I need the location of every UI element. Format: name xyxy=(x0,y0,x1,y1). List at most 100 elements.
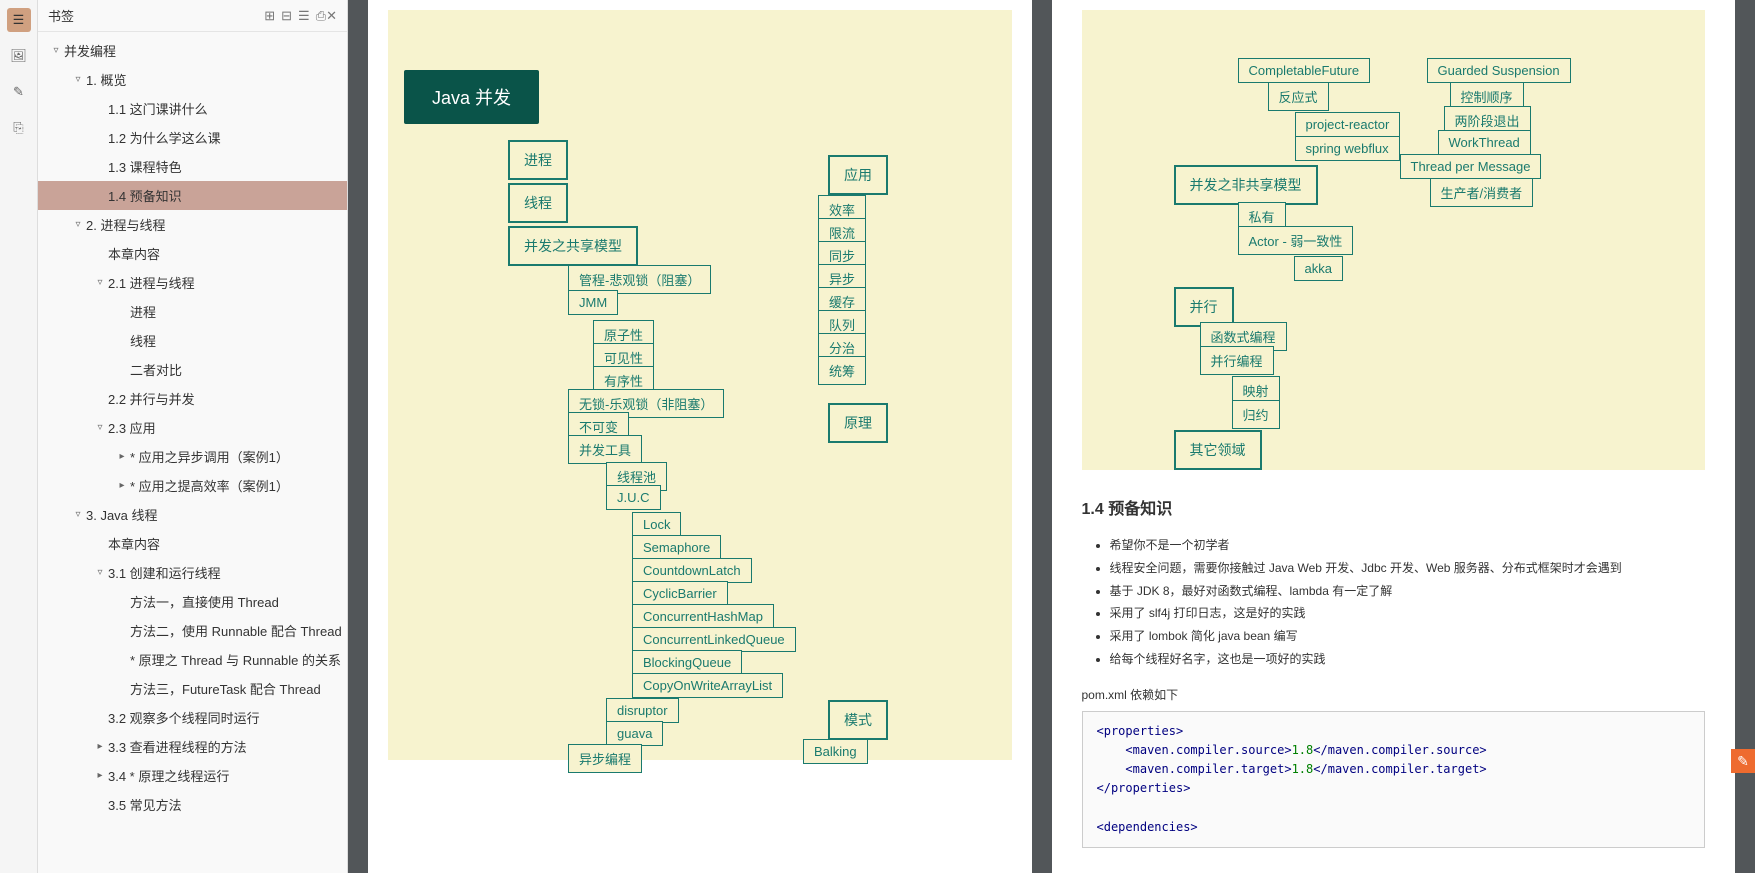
mindmap-node: spring webflux xyxy=(1295,136,1400,161)
mindmap-node: 线程 xyxy=(508,183,568,223)
expand-arrow-icon[interactable]: ▸ xyxy=(116,451,128,462)
header-btn-3-icon[interactable]: ☰ xyxy=(298,8,310,24)
outline-item[interactable]: 2.2 并行与并发 xyxy=(38,384,347,413)
outline-label: 方法二，使用 Runnable 配合 Thread xyxy=(130,621,342,640)
list-item: 给每个线程好名字，这也是一项好的实践 xyxy=(1110,648,1706,671)
outline-item[interactable]: 方法三，FutureTask 配合 Thread xyxy=(38,674,347,703)
mindmap-root: Java 并发 xyxy=(404,70,539,124)
mindmap-node: 应用 xyxy=(828,155,888,195)
header-btn-1-icon[interactable]: ⊞ xyxy=(264,8,275,24)
outline-item[interactable]: ▿2.1 进程与线程 xyxy=(38,268,347,297)
expand-arrow-icon[interactable]: ▸ xyxy=(94,770,106,781)
outline-item[interactable]: ▿3. Java 线程 xyxy=(38,500,347,529)
expand-arrow-icon[interactable]: ▿ xyxy=(94,277,106,288)
mindmap-node: 并发之非共享模型 xyxy=(1174,165,1318,205)
outline-item[interactable]: ▿2.3 应用 xyxy=(38,413,347,442)
mindmap-node: JMM xyxy=(568,290,618,315)
outline-item[interactable]: 1.2 为什么学这么课 xyxy=(38,123,347,152)
mindmap-node: CompletableFuture xyxy=(1238,58,1371,83)
outline-tool-icon[interactable]: ☰ xyxy=(7,8,31,32)
outline-label: 1. 概览 xyxy=(86,70,126,89)
mindmap-node: 并行编程 xyxy=(1200,346,1274,375)
image-tool-icon[interactable]: 🖼 xyxy=(7,44,31,68)
expand-arrow-icon[interactable]: ▿ xyxy=(72,219,84,230)
float-badge-icon[interactable]: ✎ xyxy=(1731,749,1755,773)
outline-item[interactable]: ▿2. 进程与线程 xyxy=(38,210,347,239)
outline-item[interactable]: 方法一，直接使用 Thread xyxy=(38,587,347,616)
outline-item[interactable]: 二者对比 xyxy=(38,355,347,384)
outline-label: 3.1 创建和运行线程 xyxy=(108,563,221,582)
outline-item[interactable]: ▸3.4 * 原理之线程运行 xyxy=(38,761,347,790)
header-btn-2-icon[interactable]: ⊟ xyxy=(281,8,292,24)
outline-item[interactable]: ▸* 应用之提高效率（案例1） xyxy=(38,471,347,500)
outline-label: 2.1 进程与线程 xyxy=(108,273,195,292)
outline-item[interactable]: 3.5 常见方法 xyxy=(38,790,347,819)
expand-arrow-icon[interactable]: ▿ xyxy=(94,567,106,578)
mindmap-right: CompletableFuture反应式project-reactorsprin… xyxy=(1082,10,1706,470)
document-viewport: Java 并发 进程线程并发之共享模型管程-悲观锁（阻塞）JMM原子性可见性有序… xyxy=(348,0,1755,873)
header-btn-4-icon[interactable]: ⎙ xyxy=(316,8,326,24)
mindmap-node: Lock xyxy=(632,512,681,537)
sidebar-header: 书签 ⊞ ⊟ ☰ ⎙ ✕ xyxy=(38,0,347,32)
mindmap-node: akka xyxy=(1294,256,1343,281)
outline-item[interactable]: 本章内容 xyxy=(38,239,347,268)
outline-item[interactable]: * 原理之 Thread 与 Runnable 的关系 xyxy=(38,645,347,674)
mindmap-node: Guarded Suspension xyxy=(1427,58,1571,83)
outline-label: 方法一，直接使用 Thread xyxy=(130,592,279,611)
expand-arrow-icon[interactable]: ▿ xyxy=(94,422,106,433)
outline-item[interactable]: 1.4 预备知识 xyxy=(38,181,347,210)
mindmap-node: Semaphore xyxy=(632,535,721,560)
mindmap-node: 统筹 xyxy=(818,356,866,385)
outline-item[interactable]: ▿3.1 创建和运行线程 xyxy=(38,558,347,587)
expand-arrow-icon[interactable]: ▿ xyxy=(72,74,84,85)
mindmap-node: 并发之共享模型 xyxy=(508,226,638,266)
mindmap-node: project-reactor xyxy=(1295,112,1401,137)
outline-label: 二者对比 xyxy=(130,360,182,379)
code-line: <properties> xyxy=(1097,722,1691,741)
outline-label: 线程 xyxy=(130,331,156,350)
outline-item[interactable]: 本章内容 xyxy=(38,529,347,558)
mindmap-node: ConcurrentLinkedQueue xyxy=(632,627,796,652)
outline-label: 2. 进程与线程 xyxy=(86,215,165,234)
mindmap-node: 原理 xyxy=(828,403,888,443)
outline-item[interactable]: ▸3.3 查看进程线程的方法 xyxy=(38,732,347,761)
mindmap-node: 异步编程 xyxy=(568,744,642,773)
mindmap-node: 模式 xyxy=(828,700,888,740)
mindmap-node: 生产者/消费者 xyxy=(1430,178,1534,207)
outline-item[interactable]: 3.2 观察多个线程同时运行 xyxy=(38,703,347,732)
outline-item[interactable]: ▿并发编程 xyxy=(38,36,347,65)
mindmap-node: guava xyxy=(606,721,663,746)
mindmap-node: 反应式 xyxy=(1268,82,1329,111)
expand-arrow-icon[interactable]: ▿ xyxy=(72,509,84,520)
outline-item[interactable]: 1.3 课程特色 xyxy=(38,152,347,181)
outline-item[interactable]: 线程 xyxy=(38,326,347,355)
mindmap-node: 并行 xyxy=(1174,287,1234,327)
mindmap-left: Java 并发 进程线程并发之共享模型管程-悲观锁（阻塞）JMM原子性可见性有序… xyxy=(388,10,1012,760)
outline-item[interactable]: ▸* 应用之异步调用（案例1） xyxy=(38,442,347,471)
code-line xyxy=(1097,799,1691,818)
outline-item[interactable]: 进程 xyxy=(38,297,347,326)
section-title: 1.4 预备知识 xyxy=(1082,495,1706,519)
app-root: ☰ 🖼 ✎ ⎘ 书签 ⊞ ⊟ ☰ ⎙ ✕ ▿并发编程▿1. 概览1.1 这门课讲… xyxy=(0,0,1755,873)
outline-item[interactable]: 方法二，使用 Runnable 配合 Thread xyxy=(38,616,347,645)
expand-arrow-icon[interactable]: ▸ xyxy=(94,741,106,752)
mindmap-node: J.U.C xyxy=(606,485,661,510)
expand-arrow-icon[interactable]: ▿ xyxy=(50,45,62,56)
attach-tool-icon[interactable]: ⎘ xyxy=(7,116,31,140)
list-item: 基于 JDK 8，最好对函数式编程、lambda 有一定了解 xyxy=(1110,580,1706,603)
mindmap-node: CountdownLatch xyxy=(632,558,752,583)
outline-item[interactable]: 1.1 这门课讲什么 xyxy=(38,94,347,123)
list-item: 采用了 slf4j 打印日志，这是好的实践 xyxy=(1110,602,1706,625)
outline-label: 3. Java 线程 xyxy=(86,505,158,524)
expand-arrow-icon[interactable]: ▸ xyxy=(116,480,128,491)
outline-label: 3.2 观察多个线程同时运行 xyxy=(108,708,260,727)
mindmap-node: CopyOnWriteArrayList xyxy=(632,673,783,698)
outline-item[interactable]: ▿1. 概览 xyxy=(38,65,347,94)
mindmap-node: 并发工具 xyxy=(568,435,642,464)
mindmap-node: Actor - 弱一致性 xyxy=(1238,226,1354,255)
close-icon[interactable]: ✕ xyxy=(326,8,337,24)
outline-tree[interactable]: ▿并发编程▿1. 概览1.1 这门课讲什么1.2 为什么学这么课1.3 课程特色… xyxy=(38,32,347,873)
page-2: CompletableFuture反应式project-reactorsprin… xyxy=(1052,0,1736,873)
outline-label: 1.1 这门课讲什么 xyxy=(108,99,208,118)
draw-tool-icon[interactable]: ✎ xyxy=(7,80,31,104)
